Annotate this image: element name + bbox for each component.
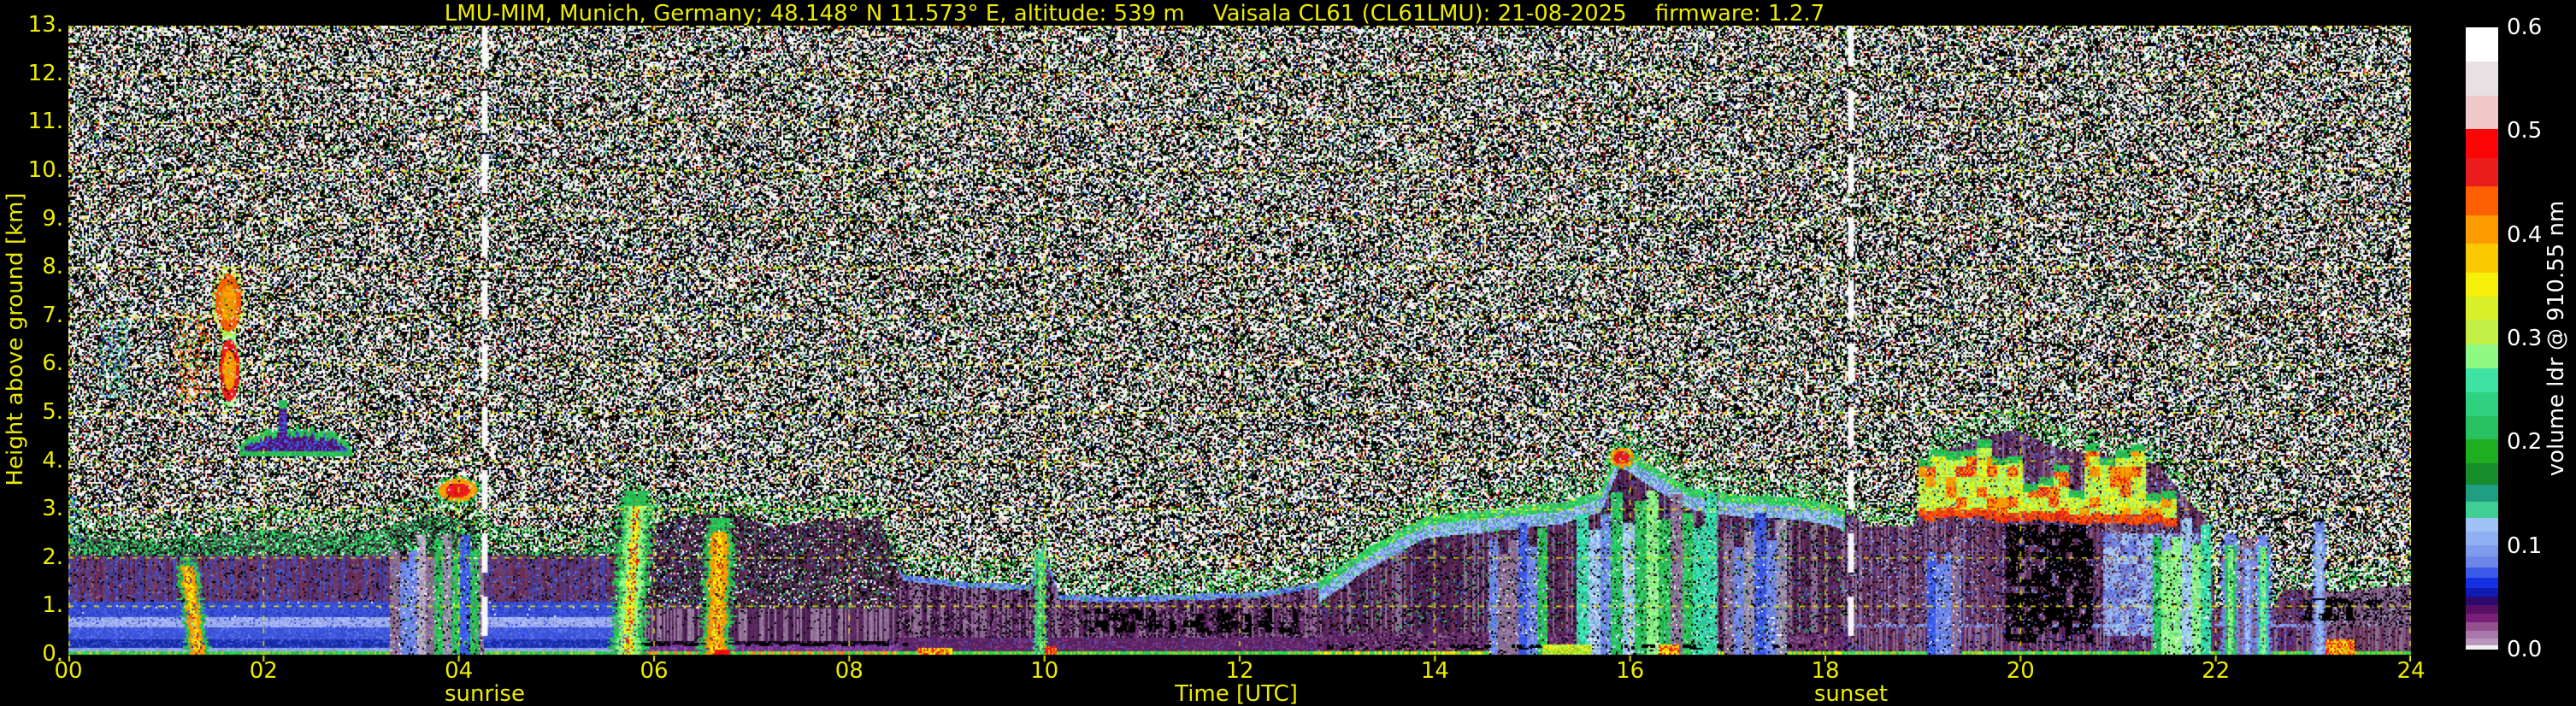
colorbar-segment xyxy=(2466,604,2498,615)
colorbar-segment xyxy=(2466,587,2498,597)
plot-title: LMU-MIM, Munich, Germany; 48.148° N 11.5… xyxy=(444,1,1825,26)
x-tick-label: 02 xyxy=(249,658,278,684)
colorbar-segment xyxy=(2466,517,2498,532)
colorbar-segment xyxy=(2466,622,2498,632)
colorbar-segment xyxy=(2466,485,2498,503)
colorbar-segment xyxy=(2466,296,2498,321)
colorbar-segment xyxy=(2466,631,2498,638)
x-tick-label: 12 xyxy=(1225,658,1254,684)
y-tick-label: 12. xyxy=(27,60,63,86)
x-tick-label: 16 xyxy=(1616,658,1645,684)
y-tick-label: 13. xyxy=(27,12,63,38)
colorbar-segment xyxy=(2466,502,2498,518)
x-axis-label: Time [UTC] xyxy=(1175,681,1298,706)
colorbar-segment xyxy=(2466,578,2498,588)
y-tick-label: 6. xyxy=(42,350,63,377)
x-tick-label: 10 xyxy=(1030,658,1059,684)
colorbar-segment xyxy=(2466,344,2498,369)
colorbar-segment xyxy=(2466,596,2498,605)
colorbar-segment xyxy=(2466,544,2498,556)
colorbar-segment xyxy=(2466,95,2498,130)
colorbar-segment xyxy=(2466,415,2498,440)
colorbar-segment xyxy=(2466,244,2498,273)
y-tick-label: 0. xyxy=(42,641,63,667)
x-tick-label: 18 xyxy=(1811,658,1840,684)
x-tick-label: 06 xyxy=(640,658,669,684)
colorbar-segment xyxy=(2466,462,2498,485)
colorbar xyxy=(2466,27,2498,650)
y-tick-label: 9. xyxy=(42,205,63,232)
colorbar-segment xyxy=(2466,556,2498,568)
colorbar-segment xyxy=(2466,157,2498,187)
colorbar-tick-label: 0.4 xyxy=(2507,221,2543,248)
colorbar-tick-label: 0.1 xyxy=(2507,532,2543,559)
y-tick-label: 8. xyxy=(42,254,63,280)
colorbar-tick-label: 0.0 xyxy=(2507,637,2543,662)
y-tick-label: 11. xyxy=(27,109,63,135)
colorbar-segment xyxy=(2466,532,2498,545)
colorbar-segment xyxy=(2466,391,2498,416)
y-tick-label: 10. xyxy=(27,156,63,183)
colorbar-segment xyxy=(2466,320,2498,344)
x-tick-label: 08 xyxy=(834,658,864,684)
colorbar-segment xyxy=(2466,368,2498,392)
y-tick-label: 2. xyxy=(42,544,63,570)
colorbar-segment xyxy=(2466,568,2498,579)
colorbar-segment xyxy=(2466,644,2498,650)
y-tick-label: 4. xyxy=(42,447,63,474)
colorbar-segment xyxy=(2466,614,2498,623)
colorbar-tick-label: 0.2 xyxy=(2507,429,2543,456)
y-tick-label: 7. xyxy=(42,302,63,328)
x-tick-label: 14 xyxy=(1420,658,1449,684)
y-tick-label: 1. xyxy=(42,592,63,619)
colorbar-segment xyxy=(2466,129,2498,158)
colorbar-segment xyxy=(2466,62,2498,96)
colorbar-segment xyxy=(2466,272,2498,297)
sunrise-label: sunrise xyxy=(445,681,525,706)
x-tick-label: 04 xyxy=(445,658,474,684)
sunset-label: sunset xyxy=(1813,681,1889,706)
colorbar-tick-label: 0.3 xyxy=(2507,326,2543,351)
heatmap-canvas xyxy=(68,26,2411,662)
colorbar-segment xyxy=(2466,27,2498,62)
x-tick-label: 00 xyxy=(54,658,83,684)
colorbar-tick-label: 0.6 xyxy=(2507,15,2543,40)
x-tick-label: 22 xyxy=(2202,658,2231,684)
colorbar-segment xyxy=(2466,215,2498,244)
x-tick-label: 24 xyxy=(2396,658,2426,684)
y-tick-label: 3. xyxy=(42,496,63,522)
colorbar-segment xyxy=(2466,638,2498,645)
colorbar-segment xyxy=(2466,186,2498,215)
colorbar-segment xyxy=(2466,439,2498,463)
colorbar-tick-label: 0.5 xyxy=(2507,118,2543,144)
y-tick-label: 5. xyxy=(42,398,63,425)
x-tick-label: 20 xyxy=(2006,658,2035,684)
